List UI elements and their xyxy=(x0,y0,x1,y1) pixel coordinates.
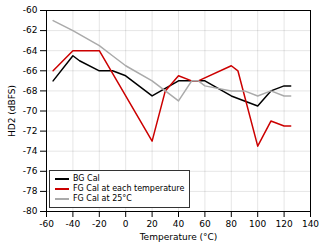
svg-text:-40: -40 xyxy=(66,219,81,229)
svg-text:0: 0 xyxy=(123,219,129,229)
svg-text:80: 80 xyxy=(226,219,238,229)
svg-text:-66: -66 xyxy=(23,66,38,76)
svg-text:140: 140 xyxy=(302,219,319,229)
svg-text:-64: -64 xyxy=(23,46,38,56)
svg-text:20: 20 xyxy=(146,219,158,229)
svg-text:-76: -76 xyxy=(23,166,38,176)
svg-text:120: 120 xyxy=(276,219,293,229)
svg-text:-60: -60 xyxy=(39,219,54,229)
svg-text:-70: -70 xyxy=(23,106,38,116)
html-text:BG Cal: BG Cal xyxy=(73,174,100,183)
svg-text:-80: -80 xyxy=(23,206,38,216)
html-text:FG Cal at each temperature: FG Cal at each temperature xyxy=(73,184,185,193)
svg-text:60: 60 xyxy=(199,219,211,229)
svg-text:-20: -20 xyxy=(92,219,107,229)
svg-text:-74: -74 xyxy=(23,146,38,156)
svg-text:Temperature (°C): Temperature (°C) xyxy=(139,232,218,242)
svg-text:HD2 (dBFS): HD2 (dBFS) xyxy=(7,85,17,137)
svg-text:-68: -68 xyxy=(23,86,38,96)
html-text:FG Cal at 25°C: FG Cal at 25°C xyxy=(73,194,132,203)
svg-text:-72: -72 xyxy=(23,126,38,136)
svg-text:-60: -60 xyxy=(23,5,38,15)
svg-text:-78: -78 xyxy=(23,186,38,196)
svg-text:100: 100 xyxy=(249,219,266,229)
svg-text:-62: -62 xyxy=(23,25,38,35)
svg-text:40: 40 xyxy=(173,219,185,229)
